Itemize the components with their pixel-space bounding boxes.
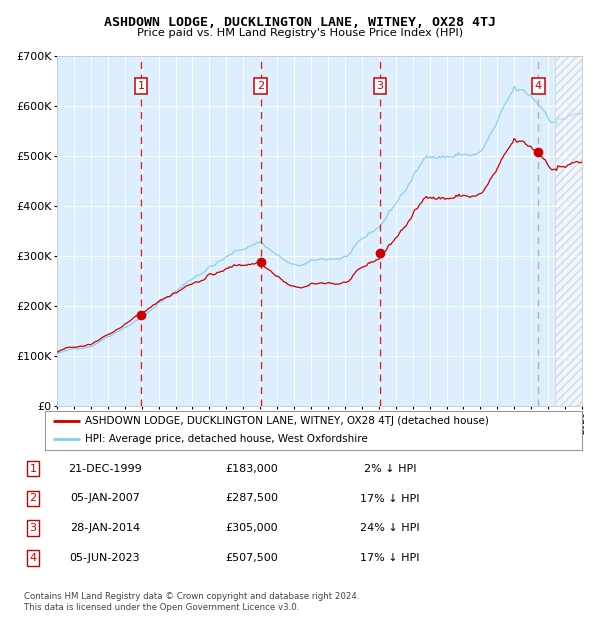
Text: 4: 4 — [29, 553, 37, 563]
Text: £287,500: £287,500 — [226, 494, 278, 503]
Text: 3: 3 — [376, 81, 383, 91]
Text: 21-DEC-1999: 21-DEC-1999 — [68, 464, 142, 474]
Text: 2: 2 — [257, 81, 264, 91]
Text: ASHDOWN LODGE, DUCKLINGTON LANE, WITNEY, OX28 4TJ (detached house): ASHDOWN LODGE, DUCKLINGTON LANE, WITNEY,… — [85, 417, 489, 427]
Text: 2% ↓ HPI: 2% ↓ HPI — [364, 464, 416, 474]
Text: £305,000: £305,000 — [226, 523, 278, 533]
Text: 05-JAN-2007: 05-JAN-2007 — [70, 494, 140, 503]
Text: 2: 2 — [29, 494, 37, 503]
Text: 3: 3 — [29, 523, 37, 533]
Bar — [555, 56, 582, 406]
Text: 28-JAN-2014: 28-JAN-2014 — [70, 523, 140, 533]
Text: 1: 1 — [137, 81, 145, 91]
Text: 17% ↓ HPI: 17% ↓ HPI — [360, 494, 420, 503]
Text: Contains HM Land Registry data © Crown copyright and database right 2024.
This d: Contains HM Land Registry data © Crown c… — [24, 592, 359, 611]
Text: £183,000: £183,000 — [226, 464, 278, 474]
Text: HPI: Average price, detached house, West Oxfordshire: HPI: Average price, detached house, West… — [85, 434, 368, 444]
Text: Price paid vs. HM Land Registry's House Price Index (HPI): Price paid vs. HM Land Registry's House … — [137, 28, 463, 38]
Text: 05-JUN-2023: 05-JUN-2023 — [70, 553, 140, 563]
Text: £507,500: £507,500 — [226, 553, 278, 563]
Text: ASHDOWN LODGE, DUCKLINGTON LANE, WITNEY, OX28 4TJ: ASHDOWN LODGE, DUCKLINGTON LANE, WITNEY,… — [104, 16, 496, 29]
Text: 4: 4 — [535, 81, 542, 91]
Text: 1: 1 — [29, 464, 37, 474]
Text: 24% ↓ HPI: 24% ↓ HPI — [360, 523, 420, 533]
Text: 17% ↓ HPI: 17% ↓ HPI — [360, 553, 420, 563]
